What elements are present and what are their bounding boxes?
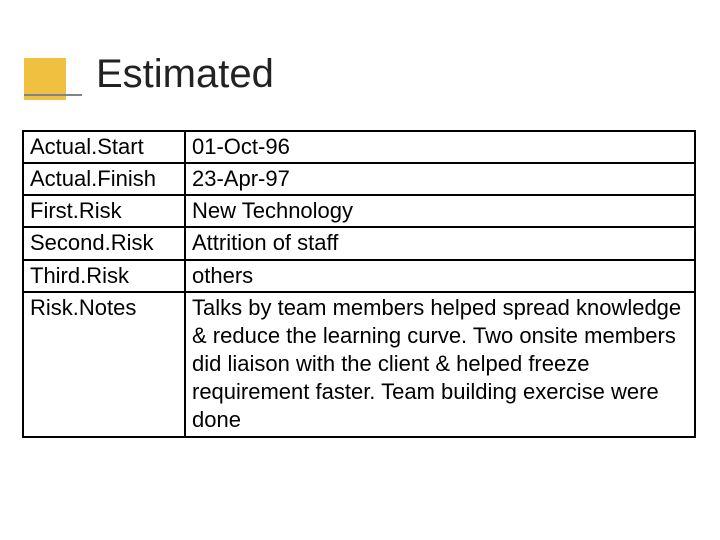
row-label: Third.Risk: [23, 260, 185, 292]
row-value: New Technology: [185, 195, 695, 227]
row-label: Actual.Start: [23, 131, 185, 163]
row-value: Talks by team members helped spread know…: [185, 292, 695, 437]
row-label: Risk.Notes: [23, 292, 185, 437]
row-label: First.Risk: [23, 195, 185, 227]
row-value: others: [185, 260, 695, 292]
estimated-table: Actual.Start 01-Oct-96 Actual.Finish 23-…: [22, 130, 696, 438]
table-row: First.Risk New Technology: [23, 195, 695, 227]
slide-title: Estimated: [96, 52, 274, 97]
row-value: Attrition of staff: [185, 227, 695, 259]
table-row: Second.Risk Attrition of staff: [23, 227, 695, 259]
row-value: 23-Apr-97: [185, 163, 695, 195]
accent-underline-icon: [24, 94, 82, 96]
table-row: Risk.Notes Talks by team members helped …: [23, 292, 695, 437]
row-label: Second.Risk: [23, 227, 185, 259]
slide: Estimated Actual.Start 01-Oct-96 Actual.…: [0, 0, 720, 540]
row-value: 01-Oct-96: [185, 131, 695, 163]
table-row: Actual.Finish 23-Apr-97: [23, 163, 695, 195]
table-row: Actual.Start 01-Oct-96: [23, 131, 695, 163]
row-label: Actual.Finish: [23, 163, 185, 195]
table-row: Third.Risk others: [23, 260, 695, 292]
